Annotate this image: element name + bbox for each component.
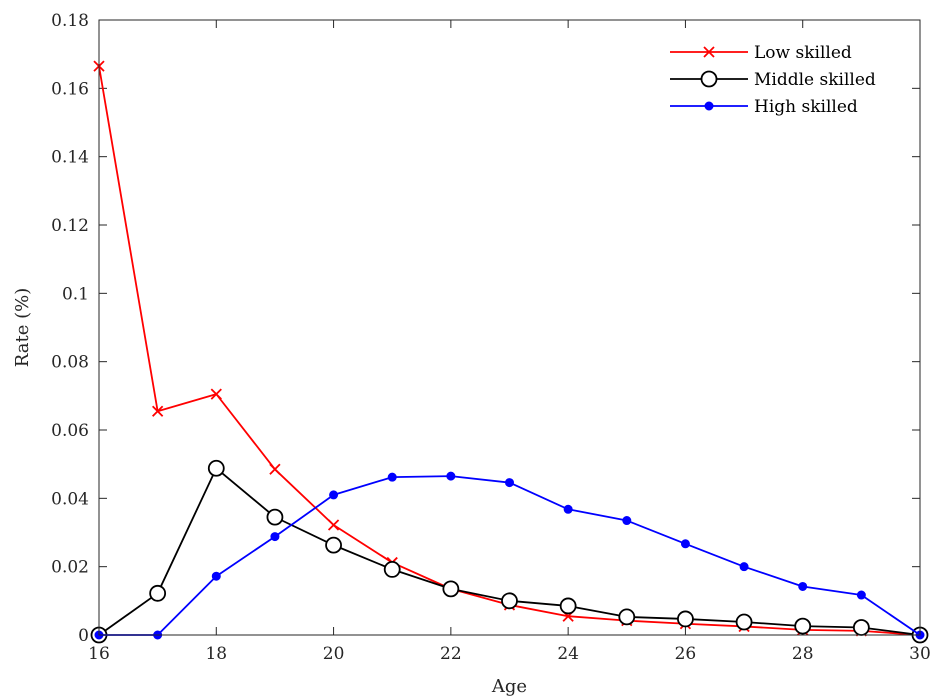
plot-background (99, 20, 920, 635)
data-point (387, 472, 397, 482)
x-axis-ticks: 16 18 20 22 24 26 28 30 (88, 20, 931, 664)
x-tick-label: 20 (323, 644, 345, 664)
x-marker-stroke (703, 46, 715, 58)
data-point (207, 459, 225, 477)
series-high-skilled (94, 471, 925, 640)
y-tick-label: 0.02 (51, 558, 89, 578)
y-tick-label: 0.08 (51, 353, 89, 373)
y-axis-label: Rate (%) (12, 288, 33, 367)
legend-marker (703, 46, 715, 58)
data-point (329, 490, 339, 500)
x-tick-label: 16 (88, 644, 110, 664)
data-point (152, 405, 164, 417)
data-point (622, 516, 632, 526)
legend-marker (704, 101, 714, 111)
data-point (563, 504, 573, 514)
data-point (505, 478, 514, 488)
axes-box (98, 19, 921, 636)
data-point (680, 539, 690, 549)
y-axis-ticks: 0 0.02 0.04 0.06 0.08 0.1 0.12 0.14 0.16 0.18 (51, 11, 920, 646)
axes-frame (98, 19, 921, 636)
data-point (798, 581, 808, 591)
legend-item-middle-skilled: Middle skilled (670, 70, 876, 90)
data-point (149, 584, 167, 602)
legend-label: High skilled (754, 97, 858, 117)
y-tick-label: 0 (78, 626, 89, 646)
x-marker-stroke (152, 405, 164, 417)
data-point (325, 536, 342, 554)
y-tick-label: 0.1 (62, 284, 89, 304)
data-point (618, 608, 636, 626)
data-point (442, 580, 460, 598)
y-tick-label: 0.04 (51, 489, 89, 509)
x-tick-label: 18 (205, 644, 227, 664)
plot-area (99, 20, 920, 635)
series-layer (90, 60, 929, 644)
data-point (266, 508, 284, 526)
x-tick-label: 24 (557, 644, 579, 664)
data-point (383, 561, 401, 578)
data-point (677, 610, 694, 628)
data-point (739, 562, 749, 572)
x-marker-stroke (210, 388, 222, 400)
data-point (559, 597, 577, 615)
legend-label: Low skilled (754, 43, 852, 63)
x-axis-label: Age (491, 676, 527, 697)
data-point (501, 592, 518, 610)
y-tick-label: 0.14 (51, 148, 89, 168)
data-point (270, 532, 280, 542)
legend-item-high-skilled: High skilled (670, 97, 858, 117)
data-point (794, 617, 812, 635)
data-point (856, 590, 866, 600)
x-tick-label: 30 (909, 644, 931, 664)
data-point (210, 388, 222, 400)
y-tick-label: 0.06 (51, 421, 89, 441)
x-tick-label: 28 (792, 644, 814, 664)
legend-item-low-skilled: Low skilled (670, 43, 852, 63)
legend-label: Middle skilled (754, 70, 876, 90)
x-marker-stroke (327, 519, 340, 531)
data-point (735, 613, 753, 631)
data-point (211, 571, 221, 581)
y-tick-label: 0.16 (51, 79, 89, 99)
y-tick-label: 0.12 (51, 216, 89, 236)
data-point (852, 619, 870, 636)
legend: Low skilled Middle skilled High skilled (670, 43, 876, 117)
data-point (269, 463, 281, 475)
y-tick-label: 0.18 (51, 11, 89, 31)
data-point (446, 471, 456, 481)
x-tick-label: 26 (675, 644, 697, 664)
x-tick-label: 22 (440, 644, 462, 664)
x-marker-stroke (269, 463, 281, 475)
data-point (327, 519, 340, 531)
legend-marker (700, 70, 718, 88)
